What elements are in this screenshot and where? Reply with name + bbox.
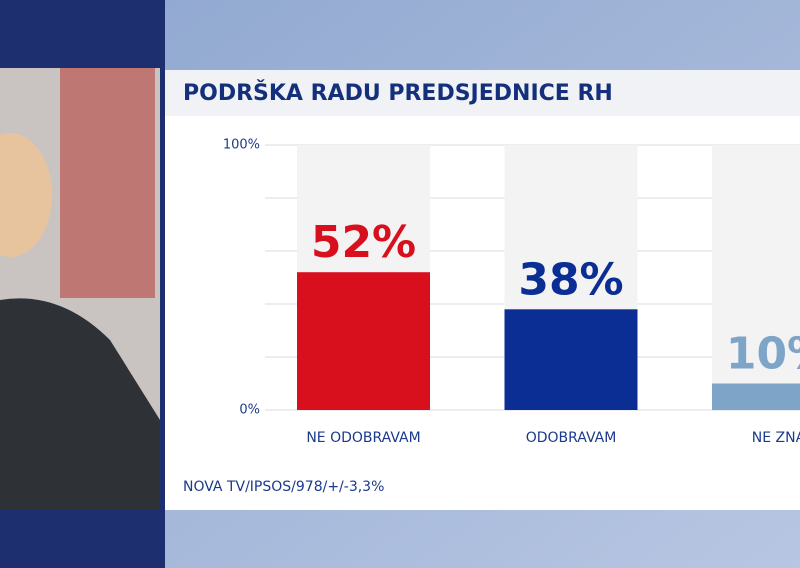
y-tick-label: 100%	[223, 138, 260, 153]
source: NOVA TV/IPSOS/978/+/-3,3%	[183, 479, 384, 495]
bar-track	[712, 145, 800, 410]
chart-title: PODRŠKA RADU PREDSJEDNICE RH	[183, 80, 613, 106]
photo-body	[0, 298, 160, 510]
value-label: 52%	[311, 217, 416, 268]
chart-panel	[165, 70, 800, 510]
title-band	[165, 70, 800, 116]
photo-flag	[60, 68, 155, 298]
y-tick-label: 0%	[239, 403, 260, 418]
value-label: 38%	[518, 254, 623, 305]
plot: 0% 100% 52% NE ODOBRAVAM 38% ODOBRAVAM 10% NE Z…	[223, 138, 800, 446]
x-tick-label: NE ZNA	[752, 430, 800, 446]
value-label: 10%	[726, 329, 800, 380]
x-tick-label: ODOBRAVAM	[526, 430, 617, 446]
x-tick-label: NE ODOBRAVAM	[306, 430, 420, 446]
photo-face	[0, 133, 52, 257]
bar	[297, 272, 430, 410]
bar	[712, 383, 800, 410]
bar	[504, 309, 638, 410]
